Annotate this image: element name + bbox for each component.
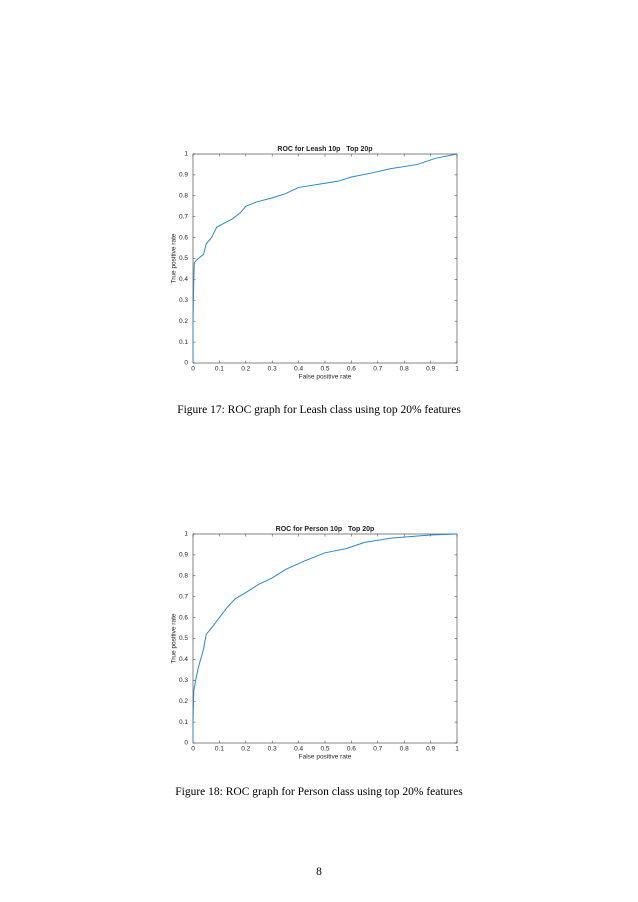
- x-tick-label: 0.7: [373, 366, 382, 373]
- y-tick-label: 0.4: [179, 276, 188, 283]
- y-tick-label: 0.5: [179, 255, 188, 262]
- x-tick-label: 0.5: [320, 366, 329, 373]
- x-tick-label: 1: [455, 366, 459, 373]
- plot-area: [192, 153, 458, 364]
- x-tick-label: 0.6: [347, 366, 356, 373]
- y-tick-label: 0.1: [179, 339, 188, 346]
- x-tick-label: 0.3: [268, 366, 277, 373]
- x-tick-label: 0.5: [320, 746, 329, 753]
- x-tick-label: 0.1: [215, 746, 224, 753]
- x-tick-label: 0: [191, 366, 195, 373]
- y-tick-label: 0.3: [179, 677, 188, 684]
- x-tick-label: 0.4: [294, 746, 303, 753]
- x-tick-label: 0.4: [294, 366, 303, 373]
- figure-caption: Figure 18: ROC graph for Person class us…: [175, 786, 463, 798]
- y-tick-label: 0.9: [179, 552, 188, 559]
- y-axis-label: True positive rate: [171, 613, 178, 663]
- figure-caption: Figure 17: ROC graph for Leash class usi…: [177, 404, 461, 416]
- x-tick-label: 0.7: [373, 746, 382, 753]
- y-tick-label: 0: [184, 360, 188, 367]
- y-tick-label: 0.7: [179, 593, 188, 600]
- x-tick-label: 0.8: [400, 366, 409, 373]
- roc-curve: [192, 153, 458, 363]
- x-axis-label: False positive rate: [299, 754, 352, 761]
- y-tick-label: 0.5: [179, 635, 188, 642]
- y-tick-label: 1: [184, 531, 188, 538]
- x-tick-label: 0.9: [426, 746, 435, 753]
- y-tick-label: 0.1: [179, 719, 188, 726]
- y-tick-label: 0.2: [179, 698, 188, 705]
- roc-curve: [192, 533, 458, 743]
- y-axis-label: True positive rate: [171, 233, 178, 283]
- y-tick-label: 0.8: [179, 573, 188, 580]
- y-tick-label: 1: [184, 151, 188, 158]
- chart: ROC for Leash 10p Top 20p False positive …: [171, 146, 459, 381]
- y-tick-label: 0.7: [179, 213, 188, 220]
- y-tick-label: 0.8: [179, 193, 188, 200]
- x-tick-label: 0.8: [400, 746, 409, 753]
- x-tick-label: 0.2: [241, 366, 250, 373]
- x-axis-label: False positive rate: [299, 374, 352, 381]
- plot-area: [192, 533, 458, 744]
- x-tick-label: 1: [455, 746, 459, 753]
- x-tick-label: 0.3: [268, 746, 277, 753]
- x-tick-label: 0.9: [426, 366, 435, 373]
- x-tick-label: 0.1: [215, 366, 224, 373]
- y-tick-label: 0.6: [179, 234, 188, 241]
- chart-title: ROC for Leash 10p Top 20p: [277, 146, 372, 153]
- y-tick-label: 0.3: [179, 297, 188, 304]
- x-tick-label: 0.6: [347, 746, 356, 753]
- y-tick-label: 0.4: [179, 656, 188, 663]
- x-tick-label: 0.2: [241, 746, 250, 753]
- chart-title: ROC for Person 10p Top 20p: [276, 526, 375, 533]
- y-tick-label: 0.6: [179, 614, 188, 621]
- y-tick-label: 0: [184, 740, 188, 747]
- page-number: 8: [316, 866, 322, 878]
- y-tick-label: 0.9: [179, 172, 188, 179]
- y-tick-label: 0.2: [179, 318, 188, 325]
- chart: ROC for Person 10p Top 20p False positive…: [171, 526, 459, 761]
- x-tick-label: 0: [191, 746, 195, 753]
